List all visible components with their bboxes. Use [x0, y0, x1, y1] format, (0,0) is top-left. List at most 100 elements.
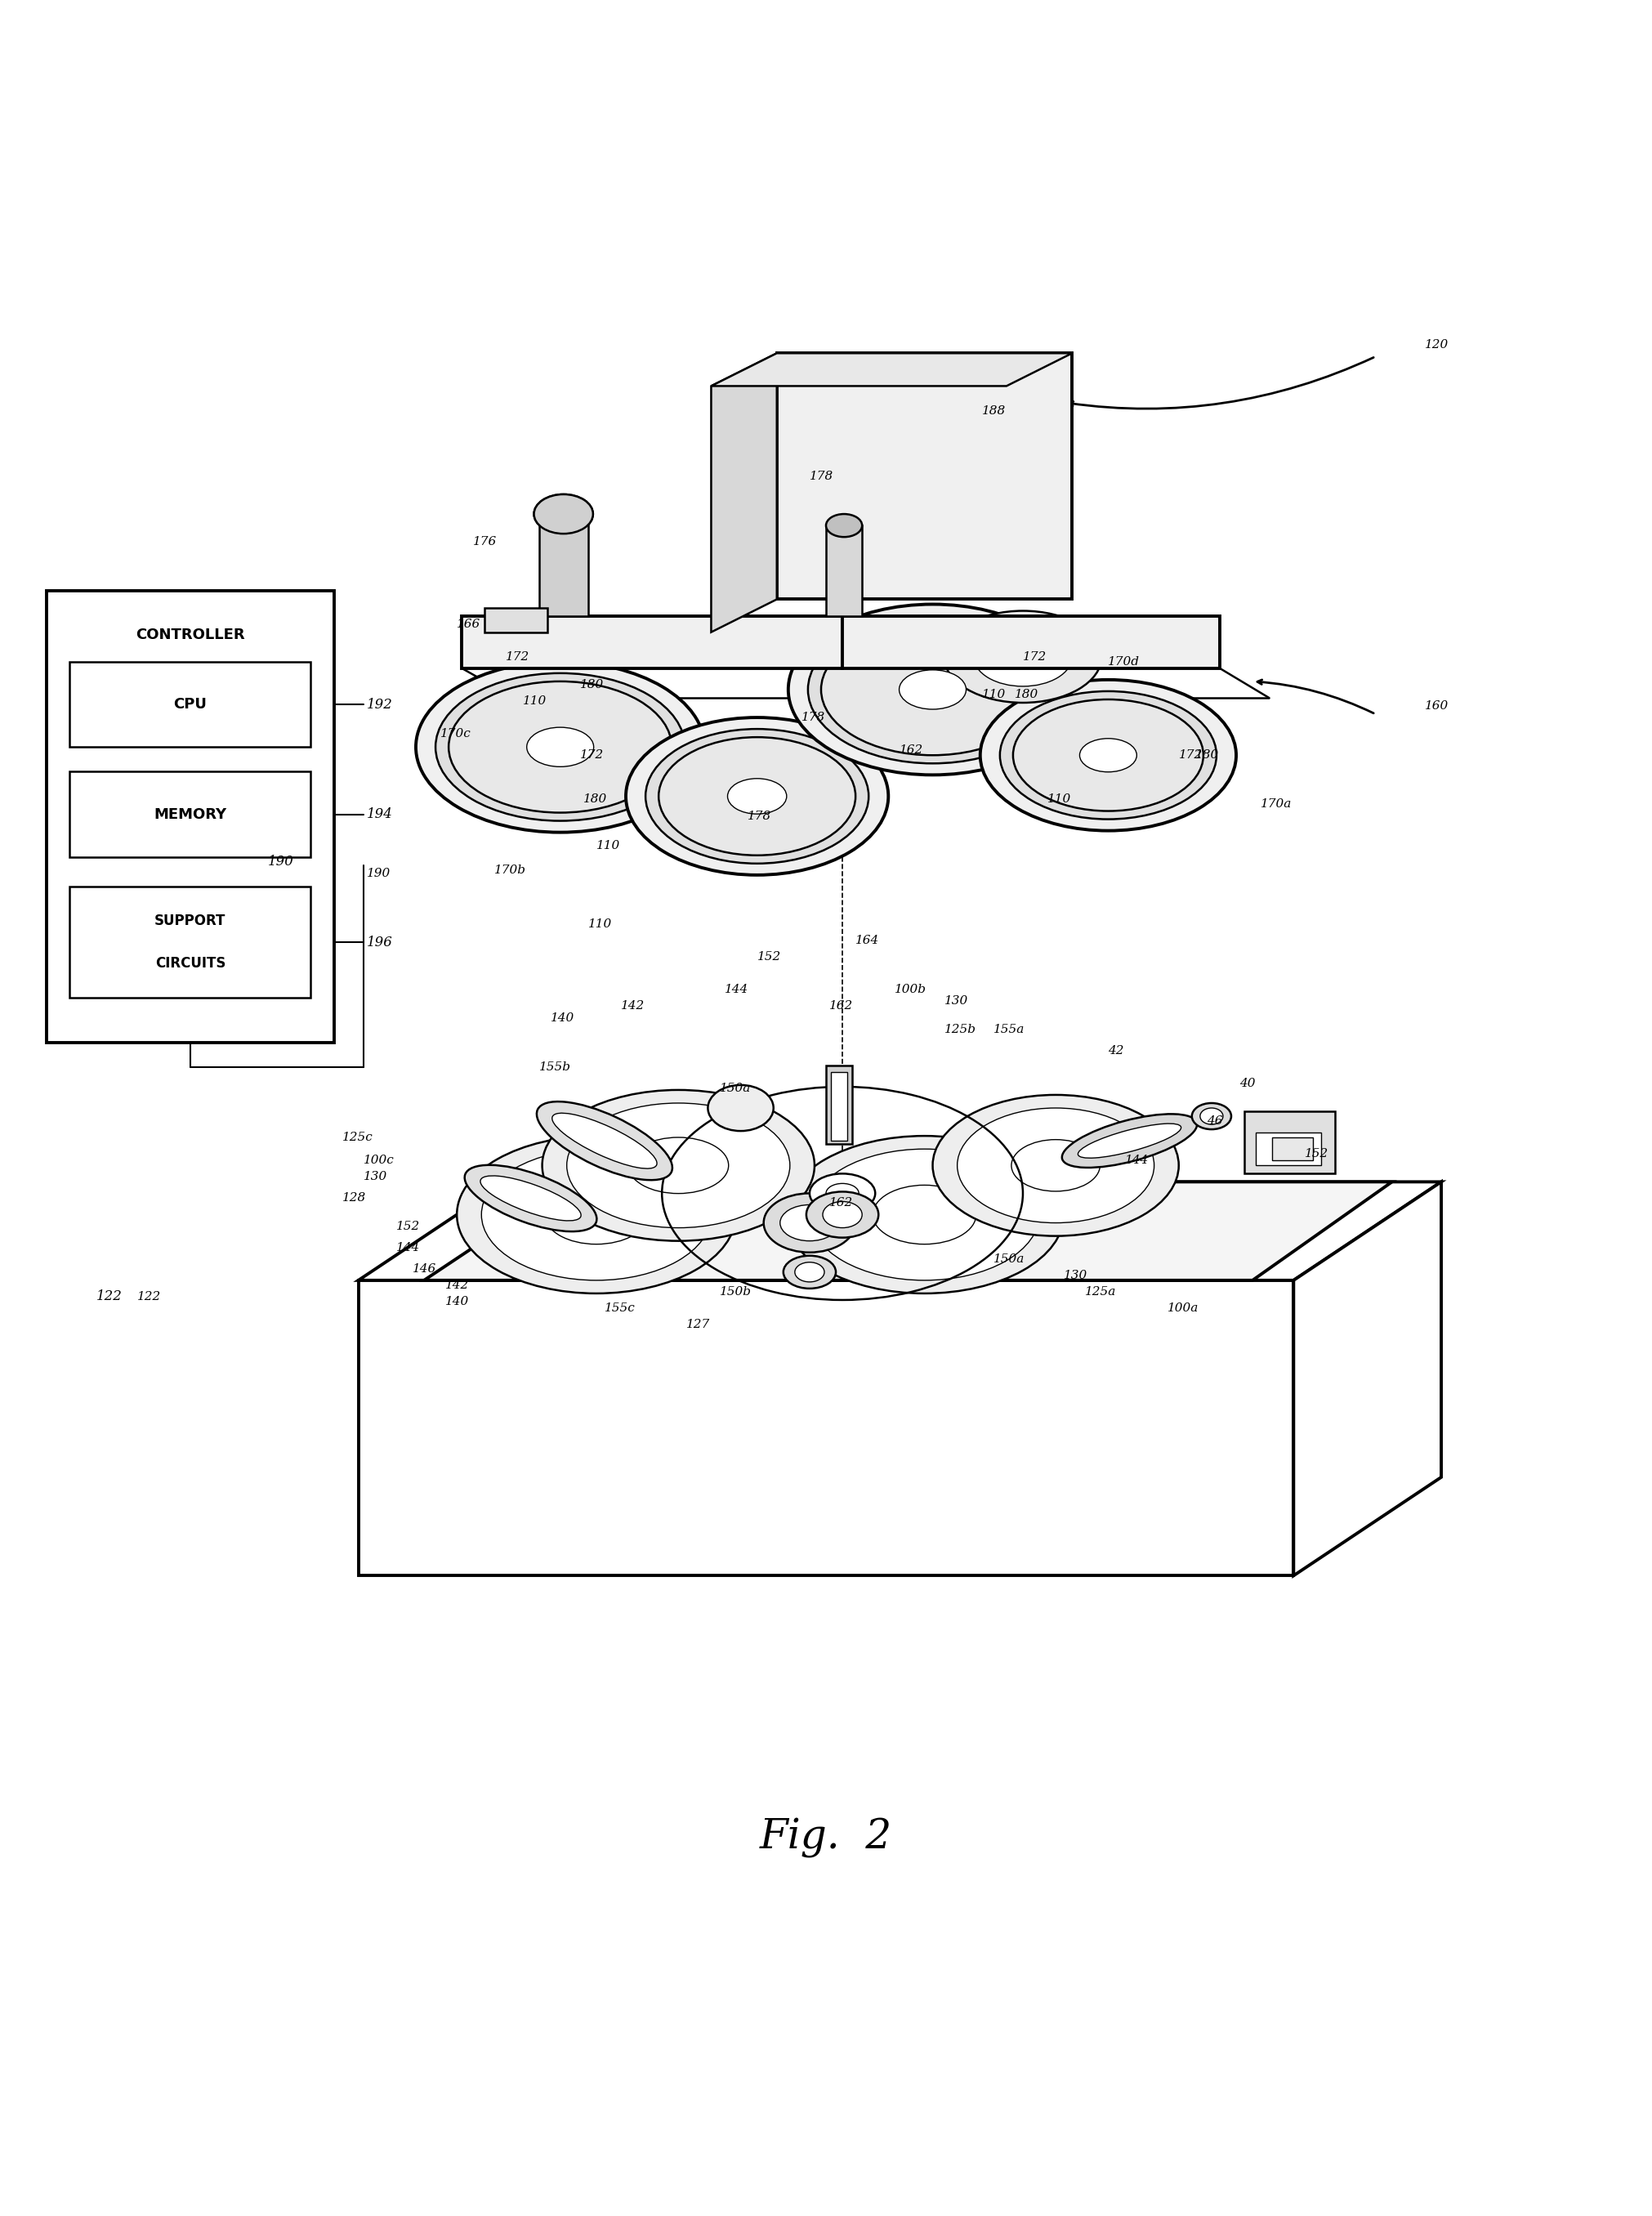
Text: Fig.  2: Fig. 2: [760, 1817, 892, 1859]
Text: 142: 142: [446, 1279, 469, 1292]
Bar: [539, 514, 588, 616]
Text: 152: 152: [757, 951, 781, 962]
Ellipse shape: [1191, 1104, 1231, 1130]
Text: 166: 166: [458, 618, 481, 629]
Text: 170a: 170a: [1260, 798, 1292, 811]
Bar: [826, 525, 862, 616]
Text: MEMORY: MEMORY: [154, 807, 226, 822]
Ellipse shape: [945, 612, 1102, 702]
Bar: [69, 663, 311, 747]
Text: 110: 110: [588, 917, 611, 931]
Text: 155a: 155a: [993, 1024, 1024, 1035]
Ellipse shape: [823, 1201, 862, 1228]
Text: 155c: 155c: [605, 1303, 636, 1314]
Text: 146: 146: [413, 1263, 436, 1274]
Ellipse shape: [1079, 1124, 1181, 1159]
Ellipse shape: [1199, 1108, 1222, 1124]
Text: CPU: CPU: [173, 698, 206, 711]
Ellipse shape: [1080, 738, 1137, 771]
Text: 130: 130: [363, 1172, 387, 1183]
Polygon shape: [358, 1281, 1294, 1576]
Bar: [69, 886, 311, 997]
Ellipse shape: [449, 680, 672, 813]
Text: 130: 130: [945, 995, 968, 1006]
Ellipse shape: [537, 1101, 672, 1181]
Ellipse shape: [626, 718, 889, 875]
Text: 140: 140: [550, 1013, 575, 1024]
Ellipse shape: [821, 625, 1044, 756]
Text: 100a: 100a: [1168, 1303, 1199, 1314]
Ellipse shape: [628, 1137, 729, 1194]
Text: 150a: 150a: [719, 1084, 750, 1095]
Text: 180: 180: [580, 678, 603, 691]
Ellipse shape: [806, 1192, 879, 1237]
Text: 170c: 170c: [441, 729, 471, 740]
Text: 170d: 170d: [1108, 656, 1140, 667]
Bar: [46, 592, 334, 1042]
Text: 110: 110: [596, 840, 620, 851]
Ellipse shape: [481, 1177, 582, 1221]
Polygon shape: [358, 1181, 1441, 1281]
Text: 130: 130: [1064, 1270, 1087, 1281]
Text: 172: 172: [506, 652, 530, 663]
Ellipse shape: [826, 1183, 859, 1203]
Text: 164: 164: [856, 935, 879, 946]
Text: CIRCUITS: CIRCUITS: [155, 957, 226, 971]
Ellipse shape: [763, 1194, 856, 1252]
Text: 178: 178: [809, 470, 834, 483]
Text: 42: 42: [1108, 1046, 1123, 1057]
Text: 190: 190: [367, 869, 390, 880]
Text: 170b: 170b: [494, 864, 527, 875]
Text: 125b: 125b: [945, 1024, 976, 1035]
Bar: [826, 1066, 852, 1143]
Text: 180: 180: [583, 793, 606, 804]
Text: 46: 46: [1206, 1115, 1222, 1128]
Ellipse shape: [707, 1086, 773, 1130]
Ellipse shape: [1062, 1115, 1198, 1168]
Text: 152: 152: [1305, 1148, 1328, 1159]
Ellipse shape: [872, 1186, 976, 1243]
Ellipse shape: [808, 616, 1057, 765]
Text: 178: 178: [747, 811, 771, 822]
Ellipse shape: [545, 1186, 648, 1243]
Ellipse shape: [527, 727, 593, 767]
Text: 125a: 125a: [1085, 1285, 1117, 1299]
Text: 122: 122: [137, 1292, 160, 1303]
Ellipse shape: [999, 691, 1216, 820]
Polygon shape: [776, 352, 1072, 598]
Text: SUPPORT: SUPPORT: [155, 913, 226, 929]
Ellipse shape: [783, 1256, 836, 1287]
Text: 172: 172: [580, 749, 603, 760]
Text: 172: 172: [1023, 652, 1047, 663]
Ellipse shape: [1013, 700, 1203, 811]
Ellipse shape: [933, 1095, 1180, 1237]
Text: 40: 40: [1239, 1077, 1256, 1088]
Text: 196: 196: [367, 935, 393, 948]
Bar: [69, 771, 311, 858]
Ellipse shape: [1011, 1139, 1100, 1192]
Polygon shape: [425, 1181, 1393, 1281]
Text: 172: 172: [1180, 749, 1203, 760]
Polygon shape: [710, 352, 776, 632]
Text: 180: 180: [1194, 749, 1219, 760]
Text: 144: 144: [724, 984, 748, 995]
Ellipse shape: [727, 778, 786, 813]
Text: 100c: 100c: [363, 1155, 395, 1166]
Ellipse shape: [659, 738, 856, 855]
Text: 176: 176: [472, 536, 497, 547]
Text: 120: 120: [1424, 339, 1449, 350]
Polygon shape: [1294, 1181, 1441, 1576]
Text: 150a: 150a: [993, 1254, 1024, 1265]
Bar: [831, 1073, 847, 1141]
Ellipse shape: [534, 494, 593, 534]
Ellipse shape: [785, 1137, 1064, 1294]
Ellipse shape: [542, 1090, 814, 1241]
Ellipse shape: [795, 1263, 824, 1281]
Text: 110: 110: [1047, 793, 1072, 804]
Text: 140: 140: [446, 1296, 469, 1307]
Bar: [1272, 1137, 1313, 1161]
Bar: [1256, 1132, 1322, 1166]
Text: 122: 122: [96, 1290, 122, 1303]
Polygon shape: [484, 607, 547, 632]
Ellipse shape: [809, 1150, 1039, 1281]
